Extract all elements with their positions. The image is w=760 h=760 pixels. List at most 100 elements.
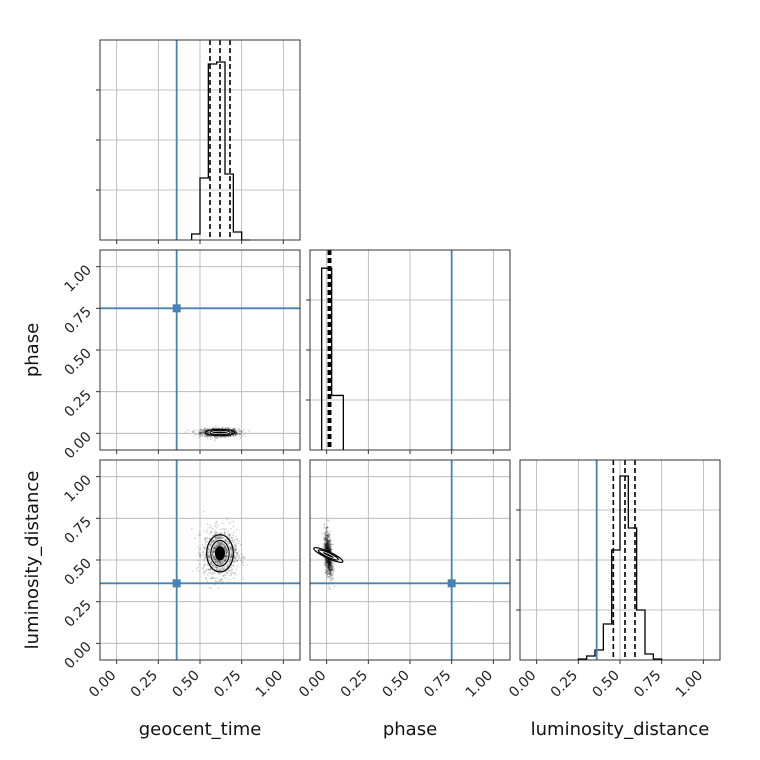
sample-point [328, 533, 331, 536]
sample-point [332, 543, 334, 546]
sample-point [326, 530, 328, 532]
sample-point [201, 431, 204, 434]
sample-point [326, 570, 329, 573]
sample-point [218, 543, 221, 546]
sample-point [331, 568, 334, 571]
sample-point [326, 574, 329, 577]
sample-point [234, 560, 236, 563]
sample-point [228, 569, 230, 572]
sample-point [223, 576, 226, 579]
sample-point [231, 431, 234, 434]
sample-point [324, 545, 327, 548]
sample-point [324, 544, 327, 546]
sample-point [215, 543, 218, 546]
sample-point [324, 538, 327, 540]
sample-point [218, 563, 220, 566]
x-tick-label: 0.50 [169, 668, 202, 701]
sample-point [326, 540, 329, 543]
sample-point [324, 566, 327, 569]
sample-point [212, 547, 215, 550]
sample-point [324, 547, 326, 550]
sample-point [229, 546, 232, 549]
sample-point [328, 567, 331, 570]
sample-point [223, 528, 226, 531]
sample-point [331, 568, 334, 571]
sample-point [217, 560, 219, 563]
sample-point [331, 543, 334, 546]
sample-point [228, 522, 231, 524]
sample-point [330, 561, 333, 564]
sample-point [209, 435, 212, 438]
sample-point [217, 560, 219, 563]
sample-point [229, 555, 232, 558]
sample-point [327, 541, 329, 544]
sample-point [234, 431, 237, 434]
sample-point [326, 526, 329, 529]
sample-point [327, 572, 330, 575]
sample-point [329, 549, 332, 552]
sample-point [229, 435, 232, 438]
sample-point [327, 546, 330, 549]
sample-point [236, 552, 239, 555]
sample-point [328, 561, 331, 564]
sample-point [237, 427, 240, 430]
sample-point [219, 569, 222, 572]
sample-point [240, 434, 243, 437]
sample-point [331, 568, 334, 571]
sample-point [329, 548, 332, 551]
sample-point [207, 568, 210, 571]
sample-point [325, 535, 328, 538]
sample-point [216, 567, 219, 570]
sample-point [214, 559, 217, 562]
sample-point [324, 569, 327, 572]
sample-point [232, 564, 235, 567]
sample-point [329, 565, 332, 568]
sample-point [329, 566, 332, 569]
sample-point [218, 560, 221, 563]
sample-point [234, 548, 237, 551]
sample-point [328, 563, 330, 566]
sample-point [203, 429, 205, 431]
sample-point [219, 534, 221, 537]
sample-point [326, 534, 329, 536]
sample-point [326, 547, 329, 550]
sample-point [234, 545, 237, 548]
y-tick-label: 0.00 [61, 429, 94, 462]
sample-point [328, 573, 331, 575]
sample-point [218, 560, 221, 563]
sample-point [218, 537, 221, 540]
sample-point [206, 523, 209, 526]
sample-point [205, 531, 208, 534]
sample-point [330, 564, 333, 567]
sample-point [240, 557, 243, 560]
sample-point [239, 432, 242, 435]
sample-point [326, 559, 329, 561]
sample-point [197, 570, 200, 573]
sample-point [325, 539, 328, 542]
sample-point [211, 540, 213, 543]
sample-point [329, 574, 332, 577]
sample-point [325, 564, 328, 567]
sample-point [326, 560, 328, 563]
sample-point [229, 560, 232, 563]
sample-point [328, 561, 330, 563]
sample-point [329, 548, 332, 551]
sample-point [204, 554, 207, 557]
sample-point [224, 559, 226, 561]
sample-point [190, 527, 193, 530]
sample-point [221, 522, 224, 525]
sample-point [243, 433, 245, 436]
sample-point [215, 536, 218, 539]
sample-point [325, 561, 328, 564]
sample-point [239, 436, 242, 439]
sample-point [232, 428, 235, 431]
sample-point [323, 539, 326, 542]
sample-point [327, 548, 330, 551]
sample-point [326, 539, 328, 542]
sample-point [236, 433, 239, 436]
sample-point [202, 551, 205, 553]
sample-point [326, 541, 329, 544]
sample-point [228, 563, 231, 565]
sample-point [230, 552, 233, 555]
y-tick-label: 0.50 [61, 556, 94, 589]
